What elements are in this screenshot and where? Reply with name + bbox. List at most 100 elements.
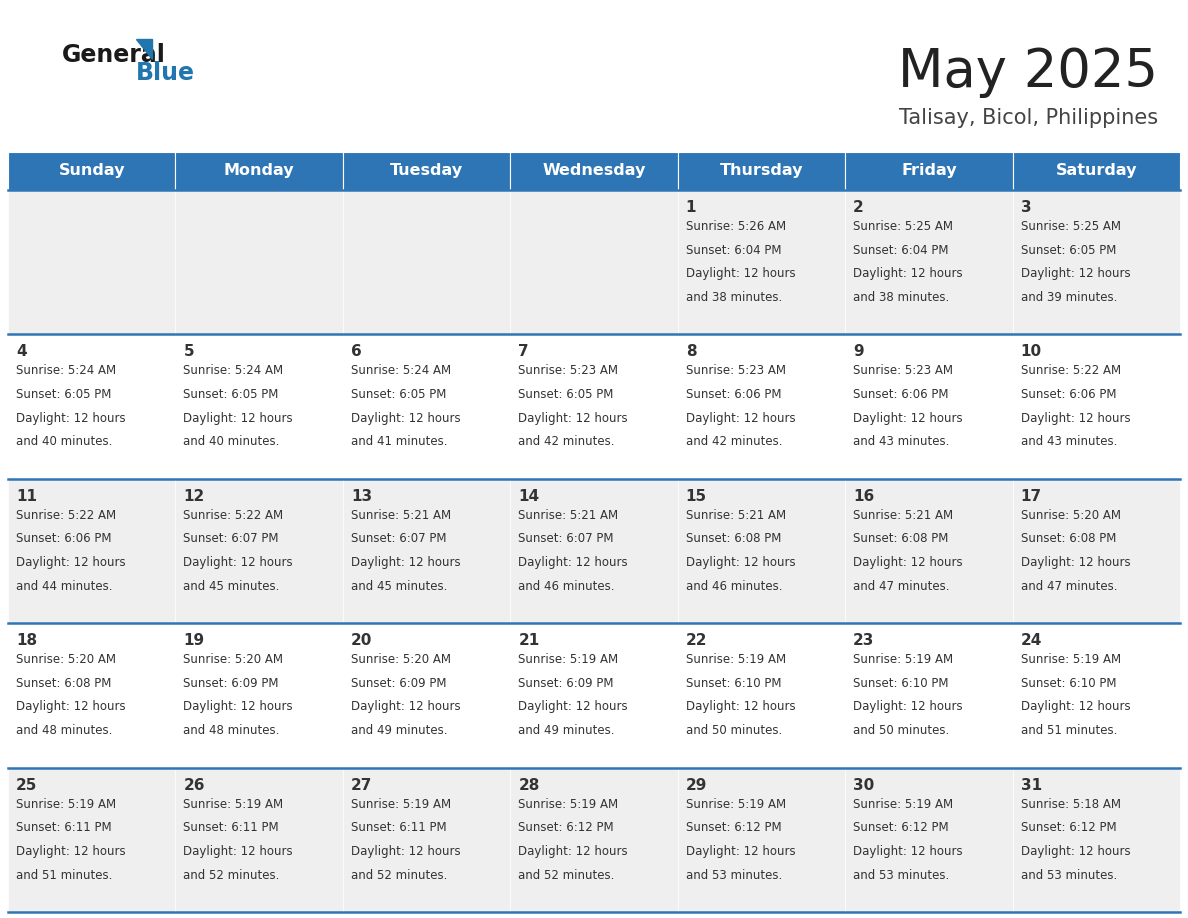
Text: Sunset: 6:04 PM: Sunset: 6:04 PM (685, 243, 782, 257)
Text: Daylight: 12 hours: Daylight: 12 hours (1020, 411, 1130, 425)
Text: Sunrise: 5:18 AM: Sunrise: 5:18 AM (1020, 798, 1120, 811)
Text: Sunrise: 5:25 AM: Sunrise: 5:25 AM (1020, 220, 1120, 233)
Text: Daylight: 12 hours: Daylight: 12 hours (350, 556, 461, 569)
Text: Sunrise: 5:19 AM: Sunrise: 5:19 AM (518, 654, 619, 666)
Text: and 38 minutes.: and 38 minutes. (685, 291, 782, 304)
Bar (677, 479, 845, 623)
Text: 12: 12 (183, 488, 204, 504)
Text: Sunset: 6:07 PM: Sunset: 6:07 PM (183, 532, 279, 545)
Text: 17: 17 (1020, 488, 1042, 504)
Text: Sunset: 6:09 PM: Sunset: 6:09 PM (518, 677, 614, 689)
Bar (8, 479, 176, 623)
Text: Daylight: 12 hours: Daylight: 12 hours (685, 267, 795, 280)
Text: and 48 minutes.: and 48 minutes. (183, 724, 280, 737)
Text: 23: 23 (853, 633, 874, 648)
Text: Sunset: 6:05 PM: Sunset: 6:05 PM (15, 388, 112, 401)
Text: Sunset: 6:07 PM: Sunset: 6:07 PM (518, 532, 614, 545)
Text: Daylight: 12 hours: Daylight: 12 hours (685, 556, 795, 569)
Text: Sunset: 6:09 PM: Sunset: 6:09 PM (350, 677, 447, 689)
Text: Sunrise: 5:19 AM: Sunrise: 5:19 AM (853, 798, 953, 811)
Text: Sunset: 6:08 PM: Sunset: 6:08 PM (853, 532, 948, 545)
Text: Blue: Blue (135, 61, 195, 85)
Text: Sunrise: 5:19 AM: Sunrise: 5:19 AM (853, 654, 953, 666)
Text: Sunset: 6:12 PM: Sunset: 6:12 PM (685, 822, 782, 834)
Bar (343, 767, 511, 912)
Text: Sunrise: 5:19 AM: Sunrise: 5:19 AM (183, 798, 284, 811)
Text: 21: 21 (518, 633, 539, 648)
Bar (677, 190, 845, 334)
Text: Daylight: 12 hours: Daylight: 12 hours (15, 556, 126, 569)
Text: Daylight: 12 hours: Daylight: 12 hours (1020, 267, 1130, 280)
Text: Sunset: 6:10 PM: Sunset: 6:10 PM (1020, 677, 1116, 689)
Text: Sunrise: 5:19 AM: Sunrise: 5:19 AM (518, 798, 619, 811)
Bar (1012, 623, 1180, 767)
Text: Daylight: 12 hours: Daylight: 12 hours (685, 845, 795, 858)
Text: Sunset: 6:12 PM: Sunset: 6:12 PM (518, 822, 614, 834)
Bar (343, 479, 511, 623)
Text: 28: 28 (518, 778, 539, 792)
Text: Tuesday: Tuesday (390, 163, 463, 178)
Text: and 53 minutes.: and 53 minutes. (853, 868, 949, 881)
Text: Sunset: 6:09 PM: Sunset: 6:09 PM (183, 677, 279, 689)
Bar (1012, 767, 1180, 912)
Text: 30: 30 (853, 778, 874, 792)
Text: and 38 minutes.: and 38 minutes. (853, 291, 949, 304)
Bar (8, 152, 176, 190)
Text: Daylight: 12 hours: Daylight: 12 hours (350, 700, 461, 713)
Text: May 2025: May 2025 (898, 46, 1158, 98)
Text: Sunset: 6:11 PM: Sunset: 6:11 PM (15, 822, 112, 834)
Text: Daylight: 12 hours: Daylight: 12 hours (853, 700, 962, 713)
Text: Daylight: 12 hours: Daylight: 12 hours (685, 700, 795, 713)
Text: and 49 minutes.: and 49 minutes. (518, 724, 614, 737)
Text: Sunset: 6:11 PM: Sunset: 6:11 PM (183, 822, 279, 834)
Bar (845, 479, 1012, 623)
Text: Sunset: 6:08 PM: Sunset: 6:08 PM (15, 677, 112, 689)
Text: and 52 minutes.: and 52 minutes. (183, 868, 280, 881)
Text: 18: 18 (15, 633, 37, 648)
Text: Sunset: 6:07 PM: Sunset: 6:07 PM (350, 532, 447, 545)
Text: Sunset: 6:06 PM: Sunset: 6:06 PM (1020, 388, 1116, 401)
Text: Sunday: Sunday (58, 163, 125, 178)
Text: Daylight: 12 hours: Daylight: 12 hours (853, 845, 962, 858)
Text: Sunset: 6:05 PM: Sunset: 6:05 PM (183, 388, 279, 401)
Text: Sunrise: 5:19 AM: Sunrise: 5:19 AM (685, 798, 785, 811)
Text: 10: 10 (1020, 344, 1042, 360)
Text: and 40 minutes.: and 40 minutes. (183, 435, 280, 448)
Text: Daylight: 12 hours: Daylight: 12 hours (853, 267, 962, 280)
Text: Wednesday: Wednesday (542, 163, 646, 178)
Text: 14: 14 (518, 488, 539, 504)
Text: Sunrise: 5:20 AM: Sunrise: 5:20 AM (1020, 509, 1120, 521)
Bar (511, 334, 677, 479)
Text: Daylight: 12 hours: Daylight: 12 hours (350, 411, 461, 425)
Text: 19: 19 (183, 633, 204, 648)
Text: General: General (62, 43, 166, 67)
Text: 13: 13 (350, 488, 372, 504)
Text: Daylight: 12 hours: Daylight: 12 hours (1020, 700, 1130, 713)
Text: 27: 27 (350, 778, 372, 792)
Bar (845, 190, 1012, 334)
Bar (1012, 152, 1180, 190)
Text: Daylight: 12 hours: Daylight: 12 hours (15, 845, 126, 858)
Text: Daylight: 12 hours: Daylight: 12 hours (350, 845, 461, 858)
Bar (176, 334, 343, 479)
Text: Sunrise: 5:22 AM: Sunrise: 5:22 AM (15, 509, 116, 521)
Text: and 49 minutes.: and 49 minutes. (350, 724, 448, 737)
Text: Sunset: 6:11 PM: Sunset: 6:11 PM (350, 822, 447, 834)
Text: Sunset: 6:10 PM: Sunset: 6:10 PM (685, 677, 782, 689)
Text: 11: 11 (15, 488, 37, 504)
Text: Monday: Monday (223, 163, 295, 178)
Text: and 46 minutes.: and 46 minutes. (518, 580, 614, 593)
Text: Sunrise: 5:20 AM: Sunrise: 5:20 AM (183, 654, 284, 666)
Text: 8: 8 (685, 344, 696, 360)
Text: and 50 minutes.: and 50 minutes. (685, 724, 782, 737)
Text: Sunset: 6:08 PM: Sunset: 6:08 PM (1020, 532, 1116, 545)
Bar (511, 623, 677, 767)
Text: 3: 3 (1020, 200, 1031, 215)
Text: and 46 minutes.: and 46 minutes. (685, 580, 782, 593)
Bar (8, 334, 176, 479)
Bar (176, 190, 343, 334)
Text: 20: 20 (350, 633, 372, 648)
Text: Daylight: 12 hours: Daylight: 12 hours (183, 411, 293, 425)
Text: Sunrise: 5:22 AM: Sunrise: 5:22 AM (1020, 364, 1120, 377)
Text: Sunrise: 5:23 AM: Sunrise: 5:23 AM (685, 364, 785, 377)
